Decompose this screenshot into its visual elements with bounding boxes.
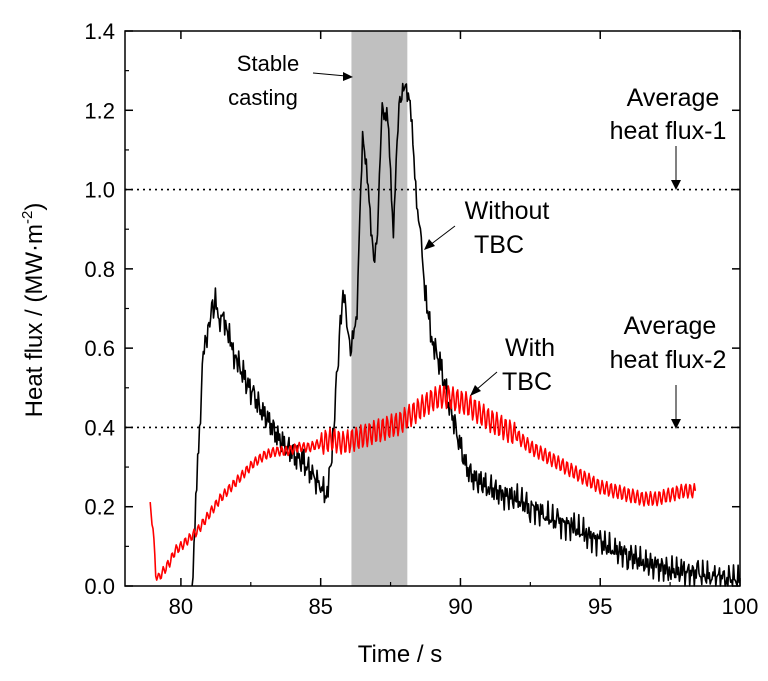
- svg-text:casting: casting: [228, 85, 298, 110]
- y-tick-label: 0.0: [84, 574, 115, 599]
- without-tbc-arrowhead: [424, 239, 435, 250]
- with-tbc-arrow: [475, 371, 498, 391]
- svg-text:With: With: [505, 334, 555, 362]
- svg-text:Average: Average: [624, 312, 717, 340]
- stable-casting-arrowhead: [343, 72, 353, 81]
- average-heat-flux-1-annotation: Average heat flux-1: [610, 84, 727, 190]
- svg-text:Stable: Stable: [237, 51, 299, 76]
- x-tick-label: 85: [308, 594, 332, 619]
- avg1-arrowhead: [671, 180, 681, 190]
- x-tick-label: 80: [169, 594, 193, 619]
- y-tick-label: 0.8: [84, 257, 115, 282]
- x-tick-label: 95: [588, 594, 612, 619]
- y-tick-label: 0.4: [84, 415, 115, 440]
- svg-text:heat flux-2: heat flux-2: [610, 346, 727, 374]
- with-tbc-annotation: With TBC: [470, 334, 555, 396]
- without-tbc-annotation: Without TBC: [424, 197, 549, 259]
- with-tbc-arrowhead: [470, 385, 481, 396]
- y-axis-title: Heat flux / (MW·m-2): [19, 203, 48, 418]
- svg-text:heat flux-1: heat flux-1: [610, 117, 727, 145]
- svg-text:TBC: TBC: [502, 368, 552, 396]
- x-axis-title: Time / s: [358, 641, 442, 668]
- x-tick-label: 100: [722, 594, 759, 619]
- without-tbc-arrow: [429, 225, 456, 246]
- y-tick-label: 1.2: [84, 98, 115, 123]
- x-tick-label: 90: [448, 594, 472, 619]
- y-tick-label: 1.4: [84, 19, 115, 44]
- series-line-without-tbc: [191, 82, 741, 587]
- avg2-arrowhead: [671, 419, 681, 429]
- average-heat-flux-2-annotation: Average heat flux-2: [610, 312, 727, 429]
- stable-casting-annotation: Stable casting: [228, 51, 353, 110]
- stable-casting-arrow: [312, 72, 347, 77]
- y-tick-label: 1.0: [84, 178, 115, 203]
- y-tick-label: 0.6: [84, 336, 115, 361]
- series-line-with-tbc: [149, 384, 697, 581]
- y-tick-label: 0.2: [84, 495, 115, 520]
- svg-text:Average: Average: [627, 84, 720, 112]
- svg-text:Without: Without: [465, 197, 550, 225]
- svg-text:TBC: TBC: [474, 231, 524, 259]
